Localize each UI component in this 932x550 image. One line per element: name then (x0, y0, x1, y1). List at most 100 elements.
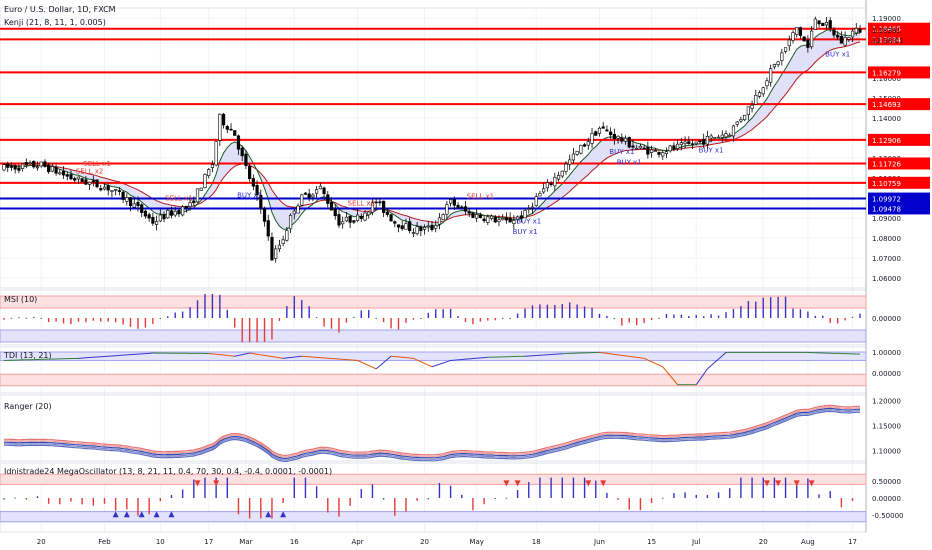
candle-body (13, 165, 17, 170)
candle-body (251, 178, 255, 187)
tdi-line (379, 362, 384, 367)
mega-bar (47, 498, 50, 504)
candle-body (415, 226, 419, 234)
mega-bar (36, 496, 39, 498)
candle-body (270, 236, 274, 261)
mega-bar (773, 477, 776, 498)
msi-bar (740, 306, 742, 318)
msi-bar (516, 313, 519, 318)
mega-bar (829, 491, 831, 498)
candle-body (300, 194, 304, 206)
candle-body (203, 174, 207, 189)
msi-bar (725, 312, 727, 318)
msi-bar (293, 296, 295, 318)
msi-upper-band (0, 295, 867, 309)
candle-body (724, 133, 728, 138)
msi-bar (591, 307, 593, 318)
mega-bar (25, 498, 28, 500)
ranger-tick: 1.20000 (872, 398, 901, 406)
candle-body (486, 216, 490, 223)
candle-body (542, 188, 546, 193)
mega-bar (505, 497, 508, 499)
msi-bar (271, 318, 273, 340)
candle-body (631, 145, 635, 148)
candle-body (694, 141, 698, 144)
candle-body (556, 174, 561, 180)
signal-label: BUY x1 (516, 218, 541, 226)
mega-bar (260, 498, 262, 519)
msi-bar (211, 294, 214, 318)
msi-bar (583, 306, 586, 318)
msi-bar (665, 313, 668, 318)
candle-body (259, 194, 263, 209)
price-axis: 1.190001.160001.150001.140001.130001.120… (868, 15, 930, 520)
msi-bar (196, 300, 199, 318)
x-tick-label: 15 (647, 538, 656, 546)
candle-body (698, 140, 702, 143)
msi-bar (747, 301, 750, 318)
candle-body (143, 210, 148, 217)
tdi-line (253, 353, 258, 355)
tdi-line (714, 358, 719, 363)
level-value: 1.18465 (872, 26, 901, 34)
x-tick-label: Aug (801, 538, 815, 546)
candle-body (281, 239, 285, 244)
tdi-line (234, 354, 239, 357)
candle-body (24, 162, 28, 165)
tdi-line (443, 361, 448, 364)
candle-body (512, 220, 516, 224)
level-tag (868, 66, 930, 79)
candle-body (720, 134, 724, 138)
candle-body (791, 32, 795, 41)
ranger-line (3, 407, 860, 460)
mega-bar (148, 498, 150, 515)
tdi-line (242, 353, 247, 356)
msi-bar (144, 318, 147, 328)
candle-body (214, 141, 218, 166)
candle-body (84, 179, 88, 185)
ranger-line (3, 409, 860, 461)
tdi-label: TDI (13, 21) (3, 351, 52, 360)
msi-bar (263, 318, 266, 342)
candle-body (750, 104, 754, 109)
candle-body (370, 202, 375, 213)
candle-body (147, 214, 151, 219)
candle-body (828, 20, 832, 29)
candle-body (843, 37, 847, 46)
mega-bar (371, 484, 374, 498)
msi-bar (680, 314, 683, 318)
msi-bar (635, 318, 638, 326)
mega-bar (550, 477, 552, 498)
msi-bar (844, 318, 846, 321)
msi-bar (479, 318, 482, 322)
candle-body (620, 137, 624, 142)
tdi-line (416, 359, 422, 363)
mega-bar (818, 494, 820, 498)
mega-bar (282, 498, 284, 503)
tdi-line (372, 366, 377, 370)
sell-triangle (808, 480, 815, 487)
candle-body (132, 203, 136, 208)
mega-bar (271, 498, 273, 519)
tdi-tick: 1.00000 (872, 349, 901, 357)
mega-bar (349, 498, 351, 506)
tdi-line (673, 379, 679, 386)
candle-body (623, 137, 628, 142)
x-tick-label: 10 (156, 538, 165, 546)
msi-bar (330, 318, 333, 329)
msi-bar (792, 308, 794, 318)
candle-body (824, 21, 829, 26)
msi-bar (47, 318, 50, 323)
msi-bar (204, 294, 206, 318)
candle-body (594, 131, 598, 136)
candle-body (322, 187, 326, 195)
candle-body (783, 47, 788, 52)
candle-body (765, 80, 769, 87)
msi-bar (338, 318, 340, 333)
mega-bar (706, 495, 709, 498)
mega-bar (427, 498, 429, 500)
mega-bar (170, 495, 173, 498)
candle-body (318, 185, 322, 190)
candle-body (54, 166, 58, 174)
candle-body (177, 209, 181, 215)
